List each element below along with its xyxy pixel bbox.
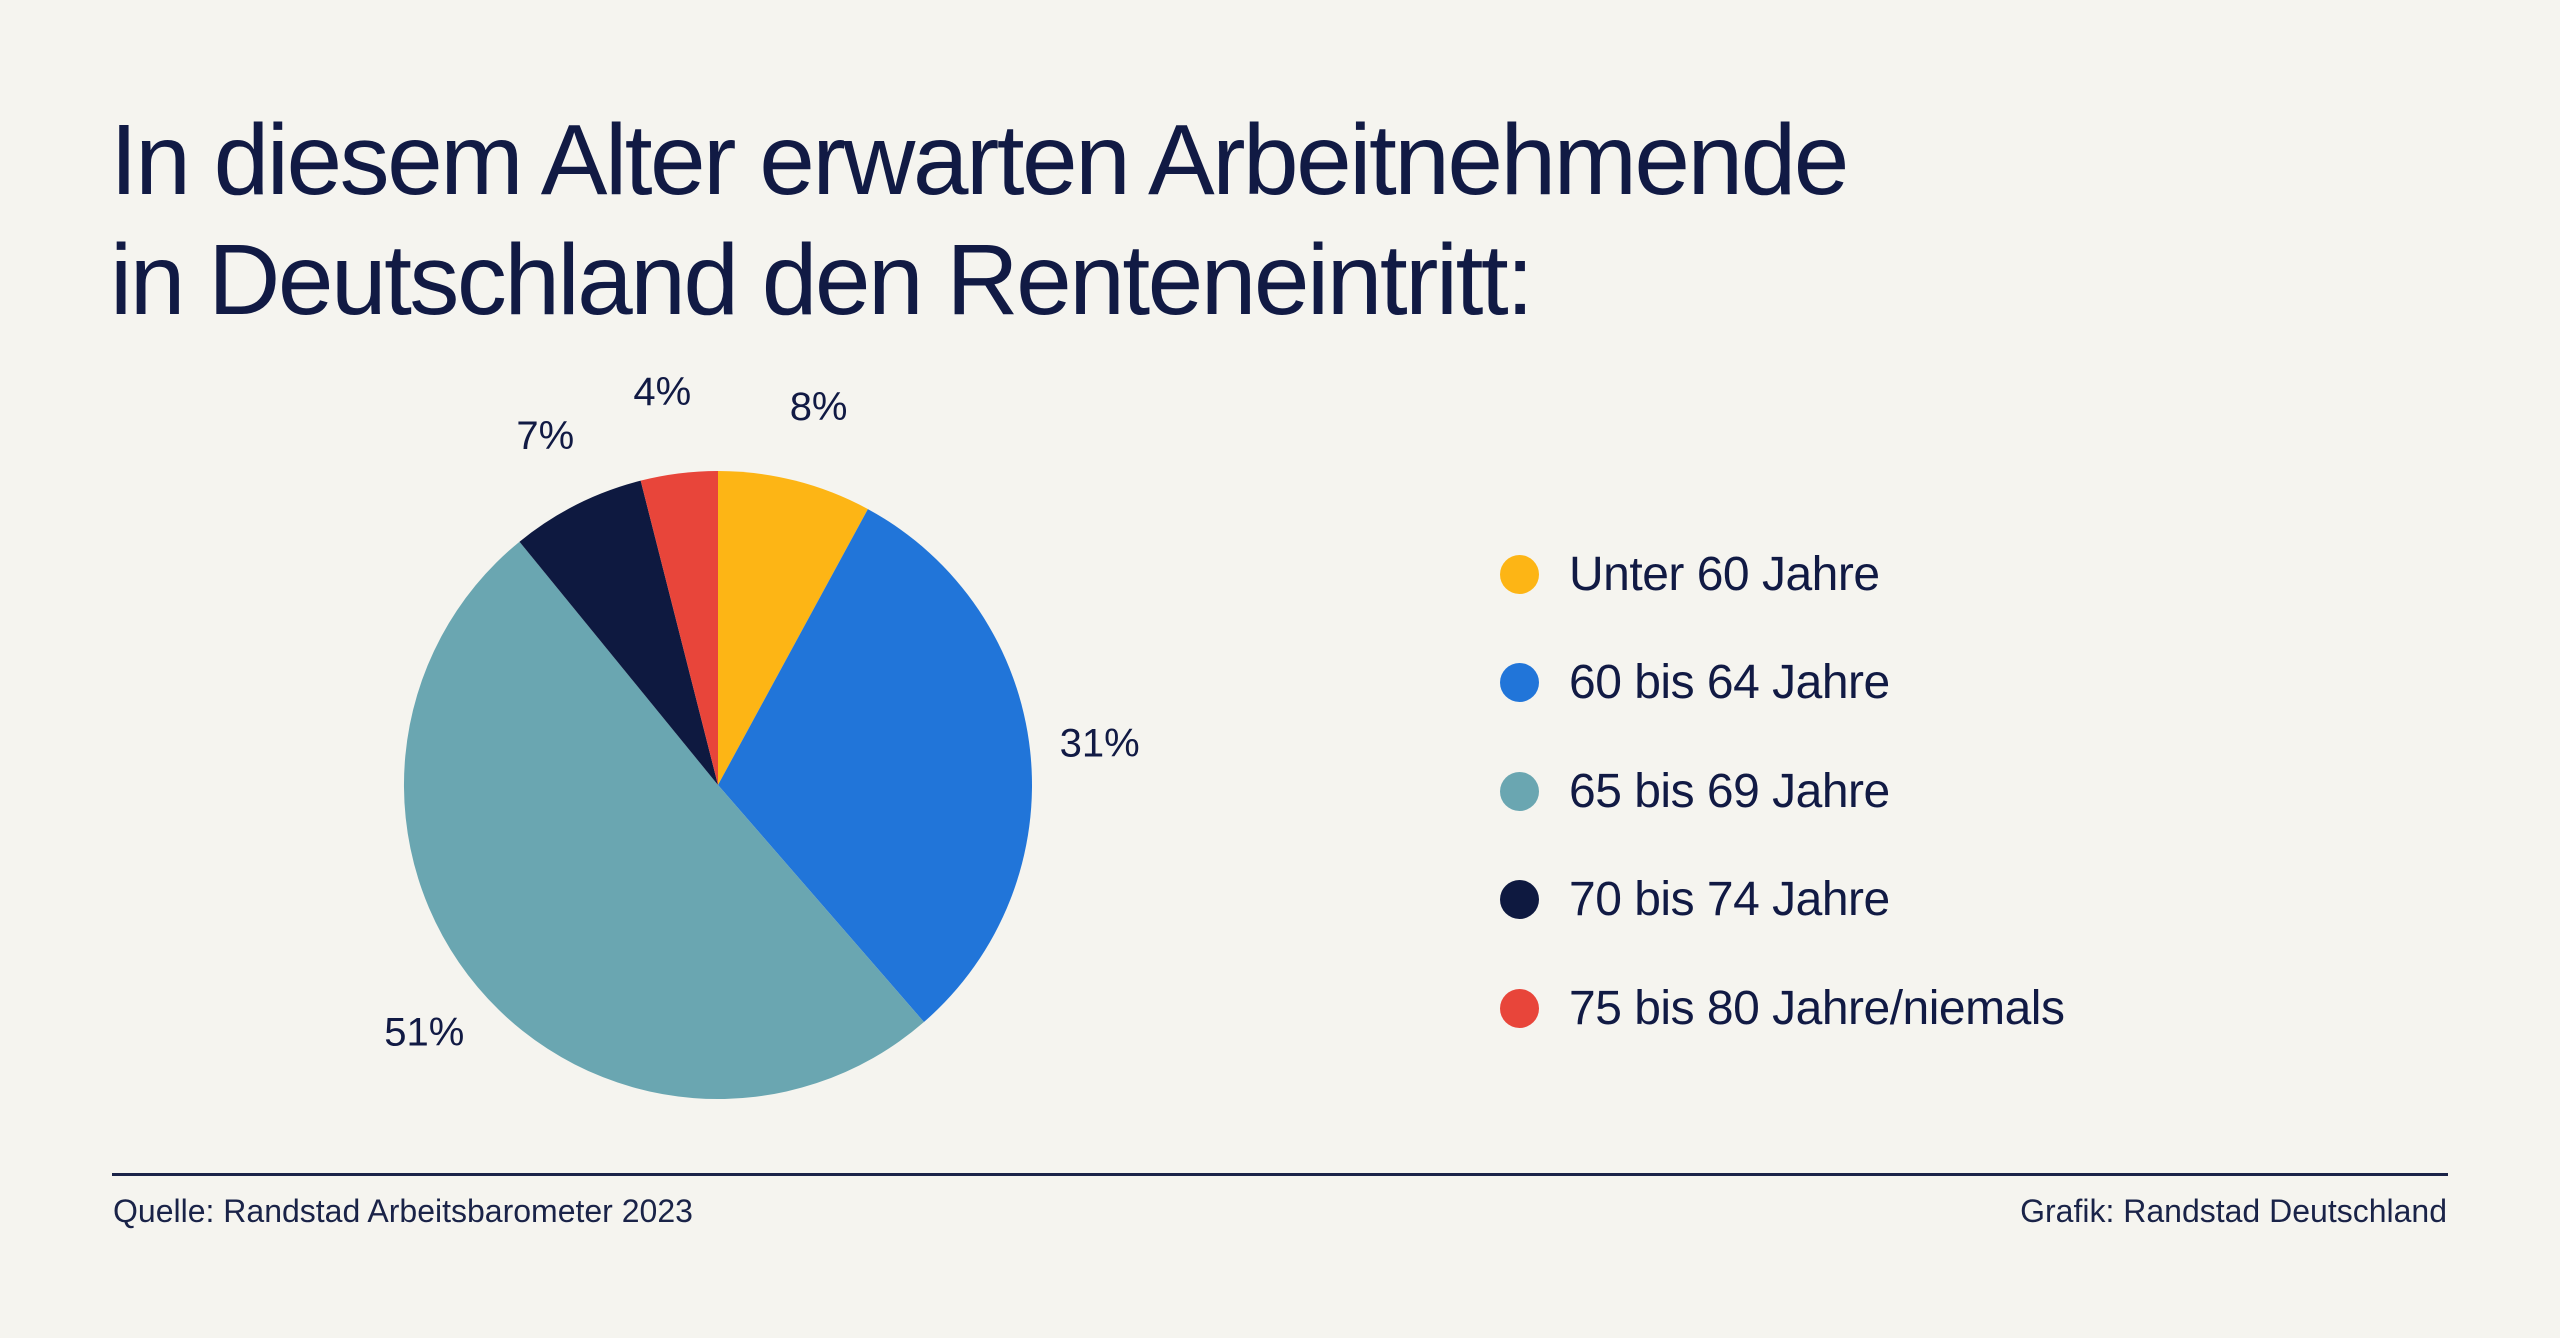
pie-slices <box>403 471 1032 1100</box>
legend-label: 60 bis 64 Jahre <box>1569 656 1890 710</box>
legend-item-unter-60: Unter 60 Jahre <box>1500 520 2064 629</box>
legend-swatch <box>1500 880 1539 920</box>
legend-swatch <box>1500 663 1539 703</box>
legend-label: 65 bis 69 Jahre <box>1569 764 1890 818</box>
legend-swatch <box>1500 988 1539 1028</box>
footer-divider <box>112 1173 2448 1176</box>
legend-item-70-74: 70 bis 74 Jahre <box>1500 846 2064 955</box>
legend-swatch <box>1500 554 1539 594</box>
legend-item-60-64: 60 bis 64 Jahre <box>1500 629 2064 738</box>
graphic-credit: Grafik: Randstad Deutschland <box>2020 1193 2447 1229</box>
legend-label: Unter 60 Jahre <box>1569 547 1880 601</box>
pie-value-label-75-80-niemals: 4% <box>633 370 691 414</box>
pie-value-label-65-69: 51% <box>384 1010 464 1054</box>
pie-value-label-unter-60: 8% <box>790 385 848 429</box>
chart-title: In diesem Alter erwarten Arbeitnehmende … <box>110 100 2210 340</box>
pie-slice-65-69 <box>403 541 924 1100</box>
pie-slice-60-64 <box>718 509 1032 1023</box>
legend-swatch <box>1500 771 1539 811</box>
legend-item-75-80-niemals: 75 bis 80 Jahre/niemals <box>1500 954 2065 1063</box>
pie-slice-70-74 <box>519 480 718 785</box>
pie-value-label-70-74: 7% <box>516 414 574 458</box>
legend-label: 70 bis 74 Jahre <box>1569 873 1890 927</box>
legend-item-65-69: 65 bis 69 Jahre <box>1500 737 2064 846</box>
chart-title-line-1: In diesem Alter erwarten Arbeitnehmende <box>110 104 1849 216</box>
pie-value-labels: 8% 31% 51% 7% 4% <box>384 370 1139 1054</box>
chart-title-line-2: in Deutschland den Renteneintritt: <box>110 224 1534 336</box>
source-note: Quelle: Randstad Arbeitsbarometer 2023 <box>113 1193 693 1229</box>
pie-slice-75-80-niemals <box>640 471 718 785</box>
legend-label: 75 bis 80 Jahre/niemals <box>1569 981 2065 1035</box>
legend: Unter 60 Jahre 60 bis 64 Jahre 65 bis 69 J… <box>1500 520 2065 1063</box>
pie-value-label-60-64: 31% <box>1060 721 1140 765</box>
pie-slice-unter-60 <box>718 471 868 785</box>
